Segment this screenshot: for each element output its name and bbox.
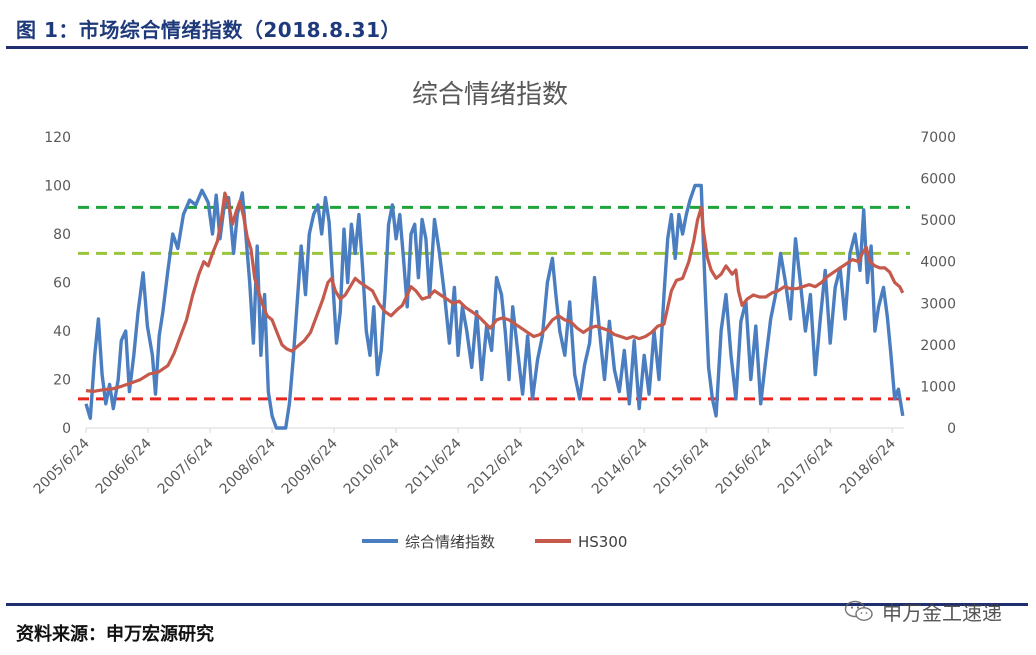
x-axis-ticks: 2005/6/24 2006/6/24 2007/6/24 2008/6/24 2009… <box>31 428 899 498</box>
source-note: 资料来源：申万宏源研究 <box>16 624 214 645</box>
wechat-icon <box>844 600 873 621</box>
right-axis-ticks: 0 1000 2000 3000 4000 5000 6000 7000 <box>920 130 956 437</box>
watermark-text: 申万金工速递 <box>882 600 1002 625</box>
y-right-tick-label: 0 <box>947 421 956 437</box>
y-right-tick-label: 4000 <box>920 255 956 271</box>
y-right-tick-label: 3000 <box>920 296 956 312</box>
x-tick-label: 2010/6/24 <box>341 435 403 497</box>
figure-title: 图 1：市场综合情绪指数（2018.8.31） <box>16 18 401 42</box>
x-tick-label: 2016/6/24 <box>713 435 775 497</box>
y-right-tick-label: 2000 <box>920 338 956 354</box>
x-tick-label: 2007/6/24 <box>155 435 217 497</box>
series-lines <box>84 183 905 430</box>
footer-rule <box>6 603 1028 606</box>
x-tick-label: 2006/6/24 <box>93 435 155 497</box>
y-left-tick-label: 80 <box>53 227 71 243</box>
legend-label: HS300 <box>578 533 627 551</box>
legend: 综合情绪指数 HS300 <box>362 533 627 551</box>
y-left-tick-label: 120 <box>44 130 71 146</box>
x-tick-label: 2008/6/24 <box>217 435 279 497</box>
x-tick-label: 2012/6/24 <box>465 435 527 497</box>
x-tick-label: 2015/6/24 <box>651 435 713 497</box>
legend-label: 综合情绪指数 <box>405 533 495 551</box>
x-tick-label: 2018/6/24 <box>837 435 899 497</box>
watermark: 申万金工速递 <box>844 597 1002 625</box>
series-line-hs300 <box>85 191 905 393</box>
chart-title: 综合情绪指数 <box>412 80 568 110</box>
x-tick-label: 2009/6/24 <box>279 435 341 497</box>
sentiment-chart: 综合情绪指数 0 20 40 60 80 100 120 0 1000 2000 3000 4000… <box>31 80 956 551</box>
x-tick-label: 2017/6/24 <box>775 435 837 497</box>
y-left-tick-label: 40 <box>53 324 71 340</box>
x-tick-label: 2011/6/24 <box>403 435 465 497</box>
x-tick-label: 2013/6/24 <box>527 435 589 497</box>
reference-lines <box>78 205 910 401</box>
y-left-tick-label: 20 <box>53 373 71 389</box>
y-left-tick-label: 60 <box>53 276 71 292</box>
y-left-tick-label: 100 <box>44 179 71 195</box>
x-tick-label: 2005/6/24 <box>31 435 93 497</box>
y-right-tick-label: 5000 <box>920 213 956 229</box>
series-line-sentiment-index <box>84 183 905 430</box>
x-tick-label: 2014/6/24 <box>589 435 651 497</box>
header-rule <box>6 46 1028 49</box>
y-right-tick-label: 1000 <box>920 379 956 395</box>
y-right-tick-label: 6000 <box>920 172 956 188</box>
y-right-tick-label: 7000 <box>920 130 956 146</box>
y-left-tick-label: 0 <box>62 421 71 437</box>
left-axis-ticks: 0 20 40 60 80 100 120 <box>44 130 71 437</box>
